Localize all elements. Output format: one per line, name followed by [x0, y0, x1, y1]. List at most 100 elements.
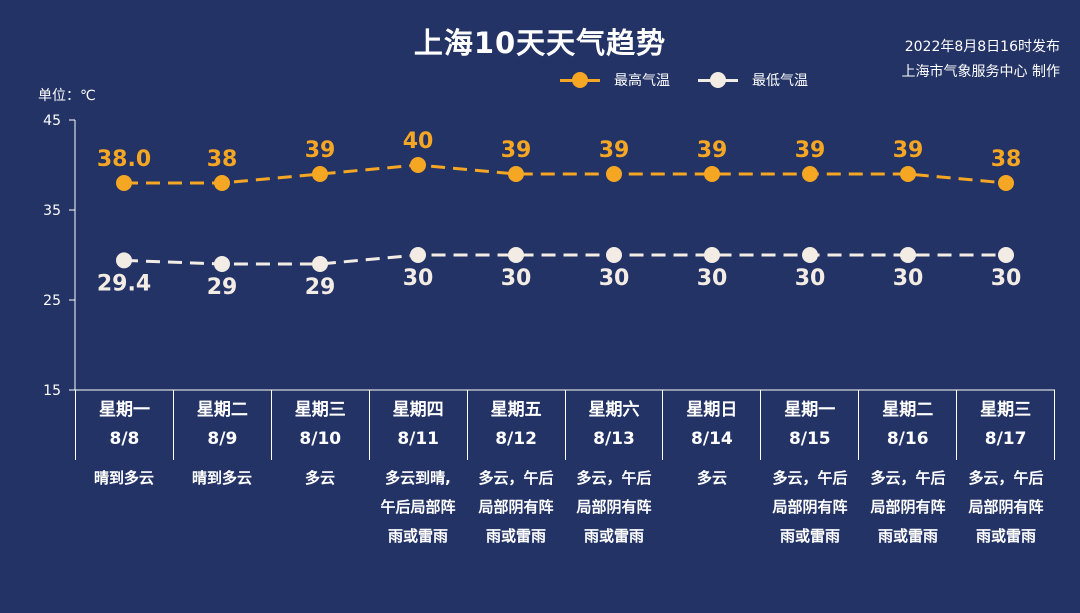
weather-condition-line: 局部阴有阵: [968, 498, 1044, 516]
weather-condition-line: 局部阴有阵: [870, 498, 946, 516]
data-point-high: [802, 166, 818, 182]
data-label-high: 39: [305, 138, 336, 163]
data-label-low: 29.4: [97, 271, 151, 296]
weekday-label: 星期五: [490, 400, 542, 420]
data-label-high: 40: [403, 129, 434, 154]
data-label-low: 30: [403, 266, 434, 291]
weather-condition: 多云: [663, 464, 761, 551]
y-tick-label: 25: [43, 293, 61, 309]
weather-condition-line: 雨或雷雨: [877, 527, 938, 545]
weekday-label: 星期一: [98, 400, 150, 420]
weekday-label: 星期三: [980, 400, 1032, 420]
weather-condition: 多云: [271, 464, 369, 551]
data-label-low: 29: [207, 275, 238, 300]
day-column: 星期六 8/13: [566, 390, 664, 460]
data-point-high: [704, 166, 720, 182]
weather-condition-line: 局部阴有阵: [478, 498, 554, 516]
series-line-low: [123, 253, 1006, 266]
weather-condition: 晴到多云: [173, 464, 271, 551]
data-point-high: [116, 175, 132, 191]
data-point-low: [116, 252, 132, 269]
date-label: 8/10: [299, 429, 342, 449]
legend-swatch-high: [560, 72, 600, 88]
data-point-low: [704, 247, 720, 263]
data-label-low: 29: [305, 275, 336, 300]
weather-condition-line: 局部阴有阵: [576, 498, 652, 516]
day-column: 星期二 8/16: [859, 390, 958, 460]
weather-condition: 多云，午后局部阴有阵雨或雷雨: [957, 464, 1055, 551]
data-point-low: [606, 247, 622, 263]
date-label: 8/8: [109, 429, 140, 449]
unit-label: 单位：℃: [38, 88, 96, 104]
weather-condition-line: 雨或雷雨: [387, 527, 448, 545]
data-label-low: 30: [599, 266, 630, 291]
data-label-low: 30: [501, 266, 532, 291]
weather-condition-line: 雨或雷雨: [485, 527, 546, 545]
day-column: 星期五 8/12: [468, 390, 566, 460]
data-label-low: 30: [795, 266, 826, 291]
date-label: 8/11: [397, 429, 440, 449]
weather-condition-line: 多云: [304, 469, 335, 487]
day-column: 星期一 8/15: [761, 390, 860, 460]
data-point-high: [410, 157, 426, 173]
weekday-label: 星期二: [882, 400, 934, 420]
weather-condition: 多云，午后局部阴有阵雨或雷雨: [761, 464, 859, 551]
publish-date: 2022年8月8日16时发布: [904, 39, 1060, 55]
data-point-low: [802, 247, 818, 263]
weather-condition: 晴到多云: [75, 464, 173, 551]
data-label-high: 39: [697, 138, 728, 163]
weather-condition-line: 多云，午后: [870, 469, 946, 487]
weather-condition-line: 多云，午后: [576, 469, 652, 487]
data-label-high: 39: [893, 138, 924, 163]
weather-condition-line: 多云，午后: [968, 469, 1044, 487]
weather-condition-line: 多云，午后: [772, 469, 848, 487]
data-point-low: [508, 247, 524, 263]
weather-condition-line: 多云: [696, 469, 727, 487]
date-label: 8/17: [984, 429, 1027, 449]
date-label: 8/15: [788, 429, 831, 449]
date-label: 8/16: [886, 429, 929, 449]
weather-condition-line: 雨或雷雨: [583, 527, 644, 545]
data-label-low: 30: [991, 266, 1022, 291]
weather-condition-line: 雨或雷雨: [975, 527, 1036, 545]
weather-condition-line: 晴到多云: [191, 469, 252, 487]
y-tick-label: 35: [43, 203, 61, 219]
data-point-low: [312, 256, 328, 272]
day-column: 星期三 8/17: [957, 390, 1056, 460]
day-column: 星期四 8/11: [370, 390, 468, 460]
data-label-high: 38: [207, 147, 238, 172]
data-label-high: 38.0: [97, 147, 151, 172]
publisher-credit: 上海市气象服务中心 制作: [901, 64, 1060, 80]
weather-condition-line: 局部阴有阵: [772, 498, 848, 516]
legend-item-high[interactable]: 最高气温: [560, 70, 670, 90]
weather-condition-line: 雨或雷雨: [779, 527, 840, 545]
weather-condition-line: 多云，午后: [478, 469, 554, 487]
legend-swatch-low: [698, 72, 738, 88]
weekday-label: 星期四: [392, 400, 444, 420]
legend-label-high: 最高气温: [614, 73, 670, 89]
date-label: 8/9: [207, 429, 238, 449]
day-column: 星期日 8/14: [663, 390, 762, 460]
data-point-high: [900, 166, 916, 182]
data-point-high: [998, 175, 1014, 191]
data-label-low: 30: [893, 266, 924, 291]
day-table: 星期一 8/8 星期二 8/9 星期三 8/10 星期四 8/11 星期五 8/12 星期六 8/13…: [75, 390, 1056, 460]
weekday-label: 星期三: [294, 400, 346, 420]
series-line-high: [124, 163, 1007, 185]
weekday-label: 星期一: [784, 400, 836, 420]
weather-conditions: 晴到多云 晴到多云 多云 多云到晴, 午后局部阵 雨或雷雨 多云，午后 局部阴有阵 雨或雷雨 多云…: [75, 464, 1055, 551]
data-point-high: [312, 166, 328, 182]
legend-item-low[interactable]: 最低气温: [698, 70, 808, 90]
data-point-low: [900, 247, 916, 263]
data-label-high: 39: [599, 138, 630, 163]
data-point-high: [214, 175, 230, 191]
legend: 最高气温 最低气温: [560, 70, 836, 90]
day-column: 星期二 8/9: [174, 390, 272, 460]
y-tick-label: 15: [43, 383, 61, 399]
weekday-label: 星期二: [196, 400, 248, 420]
weather-condition-line: 晴到多云: [93, 469, 154, 487]
data-point-high: [606, 166, 622, 182]
date-label: 8/13: [593, 429, 635, 449]
weather-condition-line: 多云到晴,: [385, 469, 451, 487]
